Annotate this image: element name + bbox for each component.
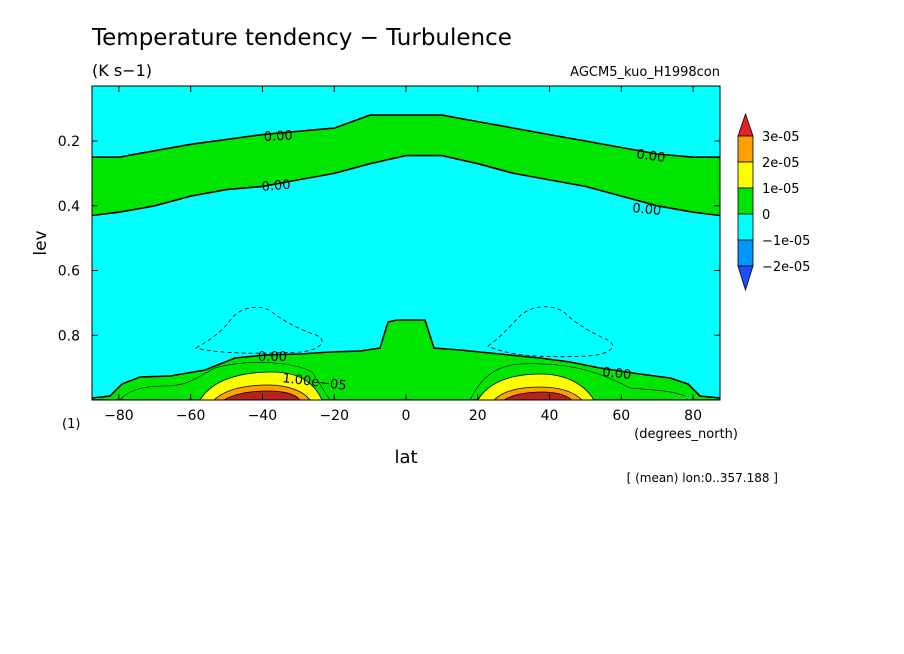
contour-label: 0.00 bbox=[258, 350, 287, 365]
x-axis-label: lat bbox=[394, 447, 417, 468]
colorbar-swatch bbox=[737, 239, 754, 267]
colorbar: 3e-05 2e-05 1e-05 0 −1e-05 −2e-05 bbox=[737, 112, 810, 292]
colorbar-label: 2e-05 bbox=[762, 156, 800, 171]
contour-label: 0.00 bbox=[602, 365, 632, 383]
x-tick-label: 20 bbox=[469, 408, 487, 424]
colorbar-label: 1e-05 bbox=[762, 182, 800, 197]
contour-label: 0.00 bbox=[261, 178, 291, 195]
colorbar-swatch-top bbox=[737, 112, 754, 137]
chart-units: (K s−1) bbox=[92, 61, 152, 80]
x-tick-label: 80 bbox=[684, 408, 702, 424]
red-core-right bbox=[503, 391, 573, 400]
upper-zero-contour-bottom bbox=[92, 154, 720, 217]
x-tick-label: 60 bbox=[612, 408, 630, 424]
x-tick-label: 40 bbox=[541, 408, 559, 424]
negative-contour-left bbox=[194, 306, 323, 354]
footer-note: [ (mean) lon:0..357.188 ] bbox=[627, 471, 778, 485]
colorbar-label: −2e-05 bbox=[762, 260, 810, 275]
y-axis-label: lev bbox=[31, 230, 51, 255]
colorbar-label: −1e-05 bbox=[762, 234, 810, 249]
y-axis: 0.2 0.4 0.6 0.8 bbox=[58, 134, 720, 344]
colorbar-swatch bbox=[737, 135, 754, 163]
thin-contour-right bbox=[469, 363, 686, 400]
plot-area: 0.00 0.00 0.00 0.00 0.00 0.00 1.00e−05 bbox=[92, 86, 720, 400]
x-tick-label: −20 bbox=[319, 408, 349, 424]
dataset-label: AGCM5_kuo_H1998con bbox=[570, 65, 720, 80]
negative-contour-right bbox=[487, 306, 613, 358]
colorbar-swatch-bottom bbox=[737, 265, 754, 292]
x-tick-label: −80 bbox=[104, 408, 134, 424]
y-tick-label: 0.8 bbox=[58, 328, 80, 344]
y-tick-label: 0.6 bbox=[58, 264, 80, 280]
x-tick-label: −40 bbox=[248, 408, 278, 424]
upper-zero-contour-top bbox=[92, 114, 720, 158]
y-tick-label: 0.4 bbox=[58, 199, 80, 215]
x-tick-label: 0 bbox=[402, 408, 411, 424]
colorbar-swatch bbox=[737, 161, 754, 189]
colorbar-label: 3e-05 bbox=[762, 130, 800, 145]
y-tick-label: 0.2 bbox=[58, 134, 80, 150]
colorbar-label: 0 bbox=[762, 208, 770, 223]
thin-contour-left bbox=[119, 362, 331, 400]
contour-label: 0.00 bbox=[263, 128, 293, 144]
colorbar-swatch bbox=[737, 213, 754, 241]
colorbar-swatch bbox=[737, 187, 754, 215]
x-tick-label: −60 bbox=[176, 408, 206, 424]
x-axis: −80 −60 −40 −20 0 20 40 60 80 bbox=[104, 86, 702, 424]
contour-label: 0.00 bbox=[635, 147, 666, 166]
upper-positive-band bbox=[92, 115, 720, 216]
contour-label: 0.00 bbox=[632, 201, 662, 219]
y-axis-units: (1) bbox=[62, 417, 80, 432]
x-axis-units: (degrees_north) bbox=[634, 427, 738, 442]
chart-title: Temperature tendency − Turbulence bbox=[91, 25, 512, 51]
